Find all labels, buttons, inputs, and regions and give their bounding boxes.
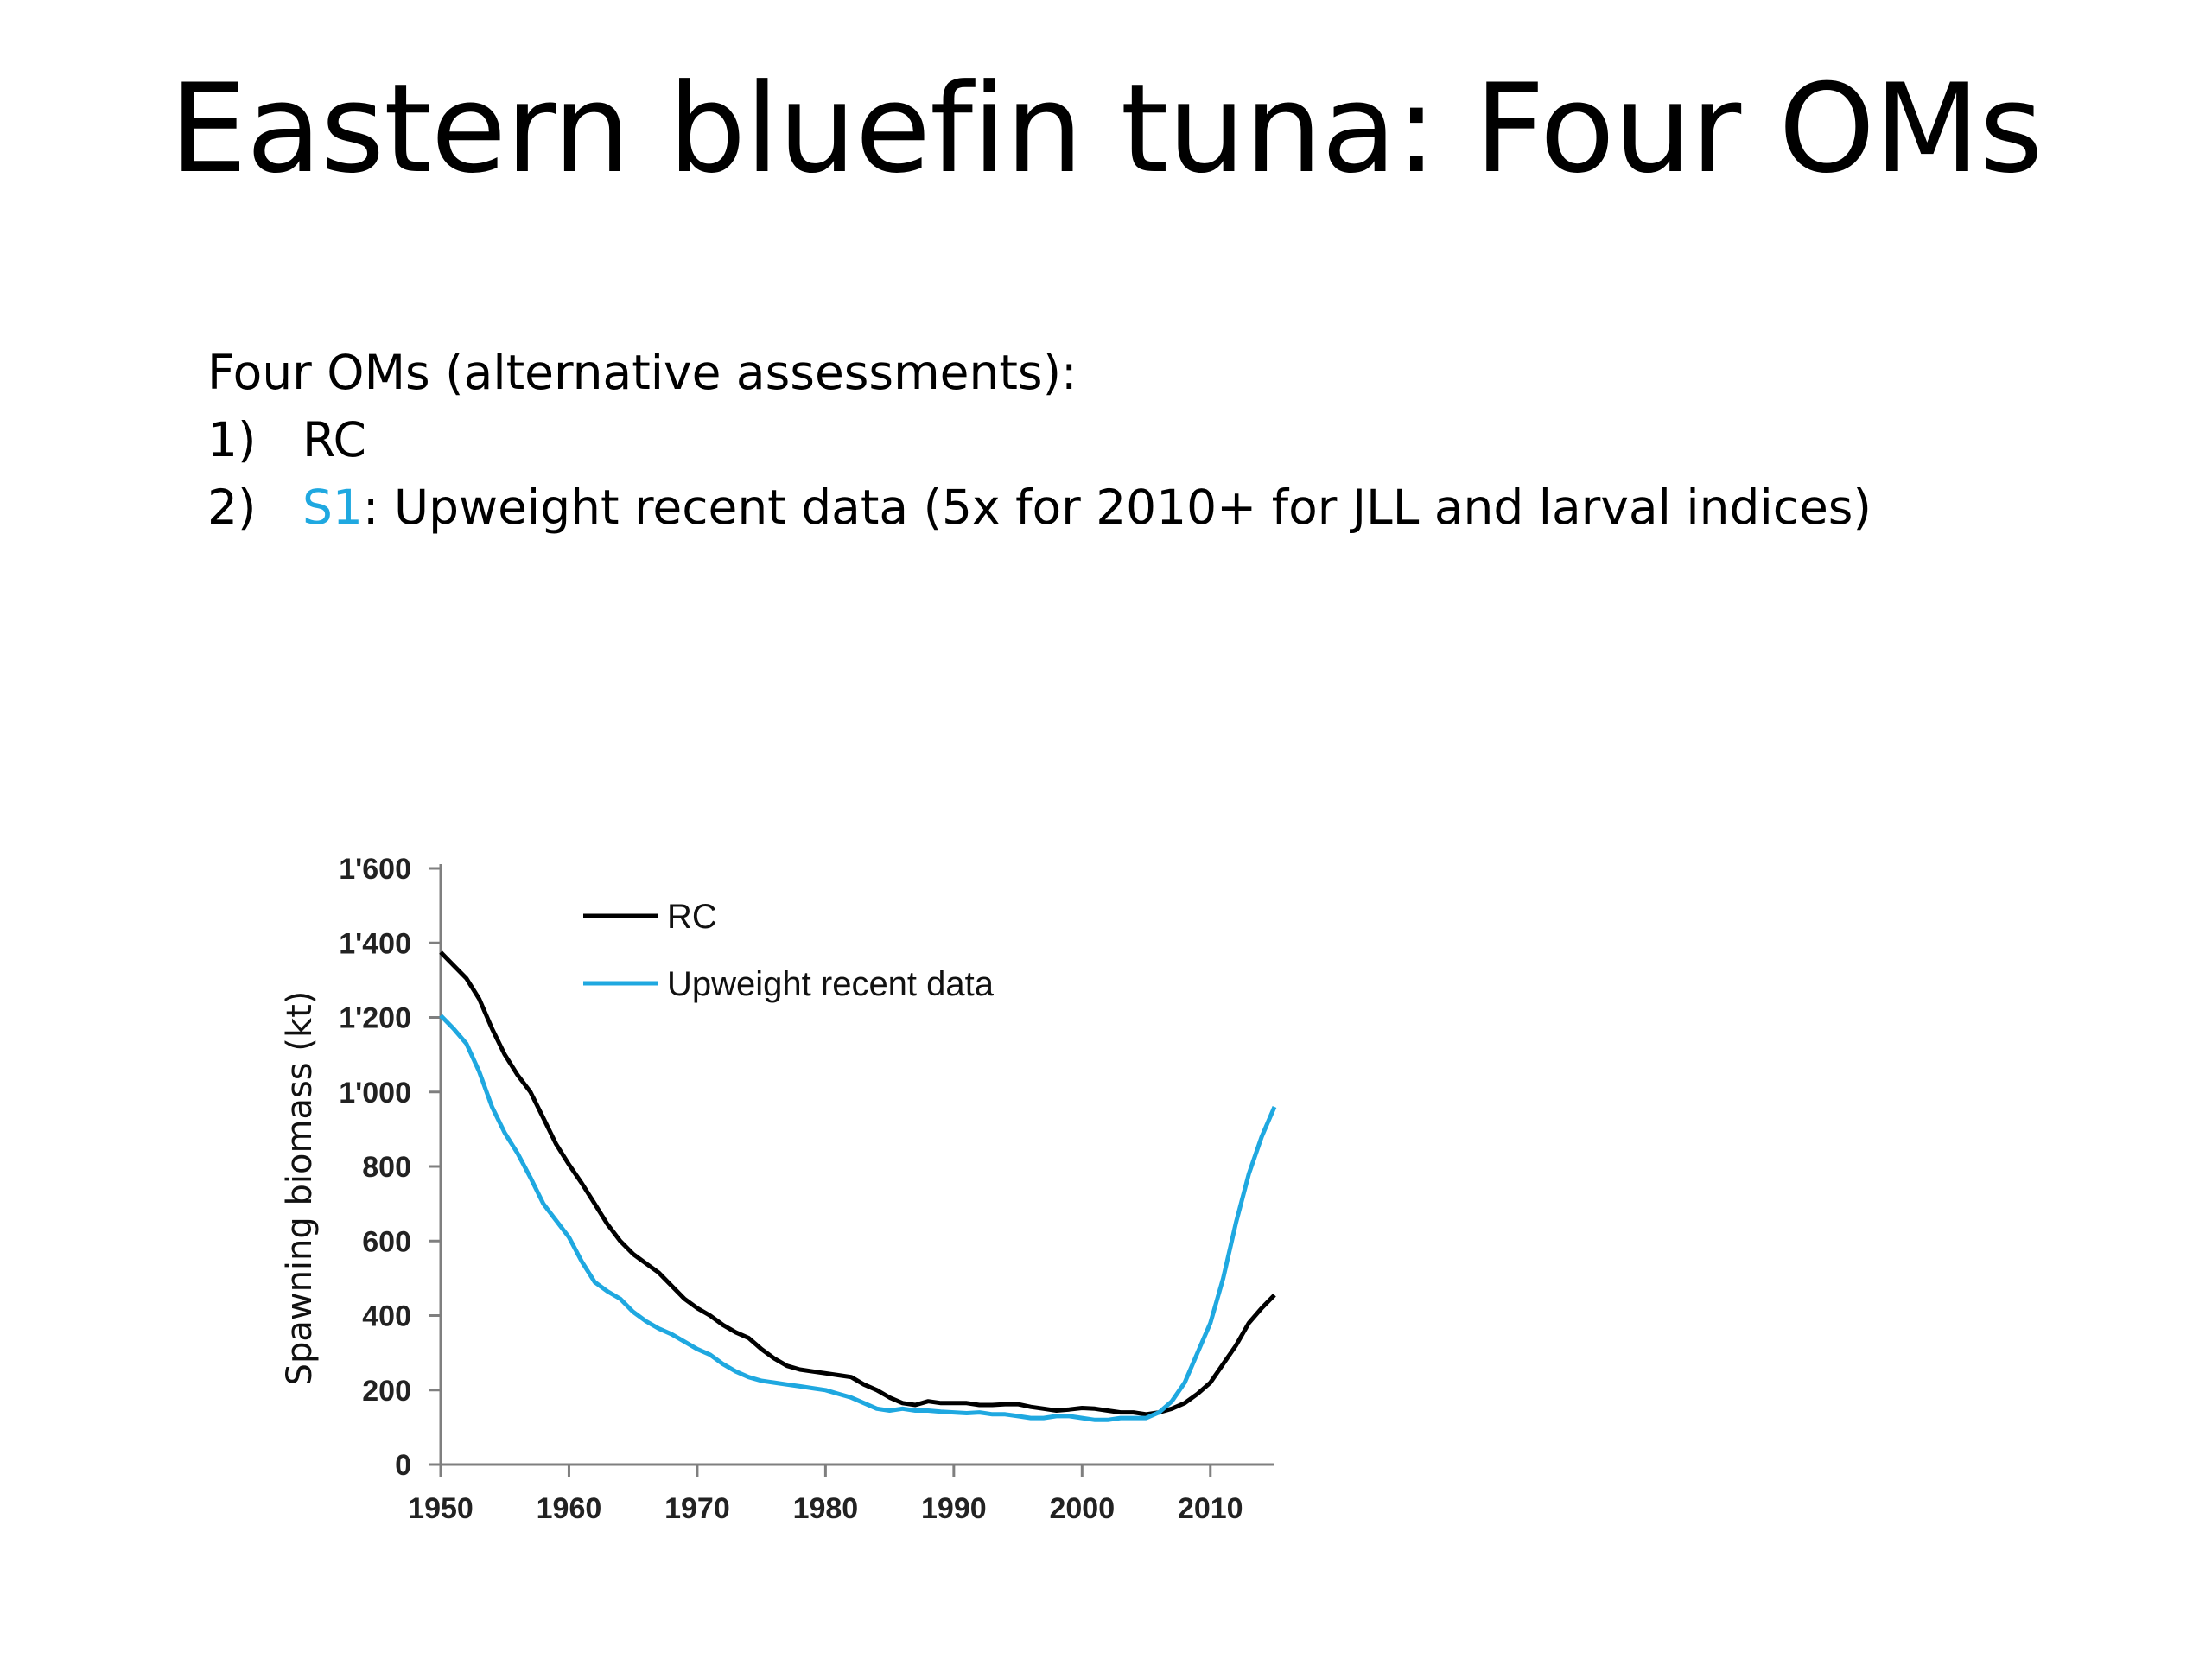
chart-series bbox=[439, 950, 1277, 1422]
upweight-series-line bbox=[439, 1014, 1277, 1422]
x-tick-label: 2010 bbox=[1178, 1492, 1243, 1525]
list-number: 2) bbox=[207, 480, 257, 535]
legend-label-rc: RC bbox=[667, 898, 717, 936]
x-tick-label: 1980 bbox=[793, 1492, 859, 1525]
y-tick-label: 0 bbox=[395, 1449, 411, 1482]
y-tick-label: 200 bbox=[362, 1375, 411, 1408]
rc-series-line bbox=[439, 950, 1276, 1417]
list-item-1: 1) RC bbox=[207, 406, 2108, 474]
chart-axes: 0 200 400 600 800 1'000 1'200 1'400 1'600 1950 196… bbox=[339, 853, 1274, 1525]
y-tick-label: 1'600 bbox=[339, 853, 411, 886]
slide-body: Four OMs (alternative assessments): 1) RC… bbox=[207, 339, 2108, 541]
list-text: : Upweight recent data (5x for 2010+ for… bbox=[362, 480, 1872, 535]
chart-legend: RC Upweight recent data bbox=[583, 898, 995, 1003]
spawning-biomass-chart: 0 200 400 600 800 1'000 1'200 1'400 1'600 1950 196… bbox=[280, 853, 1277, 1525]
y-tick-label: 1'400 bbox=[339, 927, 411, 960]
list-item-2: 2) S1: Upweight recent data (5x for 2010+… bbox=[207, 474, 2108, 541]
y-axis-title: Spawning biomass (kt) bbox=[280, 991, 320, 1386]
legend-label-upweight: Upweight recent data bbox=[667, 965, 995, 1003]
x-tick-label: 1950 bbox=[408, 1492, 474, 1525]
y-tick-label: 1'200 bbox=[339, 1002, 411, 1035]
list-text: RC bbox=[302, 412, 366, 467]
list-number: 1) bbox=[207, 412, 257, 467]
y-tick-label: 1'000 bbox=[339, 1077, 411, 1109]
slide-title: Eastern bluefin tuna: Four OMs bbox=[169, 58, 2043, 200]
x-tick-label: 1960 bbox=[537, 1492, 602, 1525]
x-tick-label: 1970 bbox=[664, 1492, 730, 1525]
list-highlight-s1: S1 bbox=[302, 480, 363, 535]
y-tick-label: 600 bbox=[362, 1225, 411, 1258]
y-tick-label: 800 bbox=[362, 1151, 411, 1184]
x-tick-label: 2000 bbox=[1049, 1492, 1115, 1525]
x-tick-label: 1990 bbox=[921, 1492, 987, 1525]
intro-line: Four OMs (alternative assessments): bbox=[207, 345, 1077, 400]
y-tick-label: 400 bbox=[362, 1300, 411, 1333]
